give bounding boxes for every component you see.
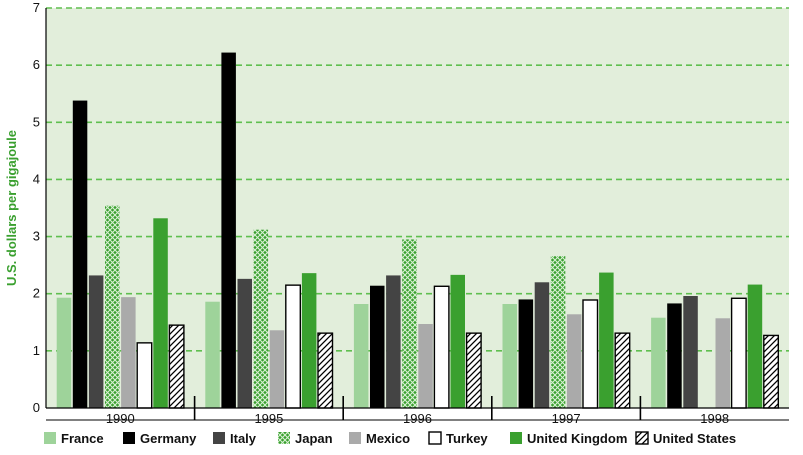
bar-united-states-1995 [317, 332, 334, 409]
legend-label: Mexico [366, 431, 410, 446]
y-tick-label: 0 [33, 400, 40, 415]
y-tick-label: 3 [33, 229, 40, 244]
bar-united-kingdom-1998 [747, 284, 763, 408]
legend-item: Turkey [428, 431, 488, 446]
legend-label: Germany [140, 431, 197, 446]
bar-germany-1990 [72, 100, 88, 409]
bar-germany-1995 [221, 52, 236, 408]
legend-label: United States [653, 431, 736, 446]
bar-united-kingdom-1995 [301, 273, 317, 408]
bar-united-kingdom-1997 [599, 272, 614, 408]
bar-italy-1998 [683, 296, 698, 408]
bar-mexico-1995 [269, 330, 285, 408]
bar-united-kingdom-1990 [153, 218, 168, 408]
legend-label: United Kingdom [527, 431, 627, 446]
bar-italy-1997 [534, 282, 550, 408]
y-tick-label: 7 [33, 0, 40, 15]
bar-mexico-1990 [121, 297, 136, 408]
bar-france-1998 [651, 317, 666, 408]
y-tick-label: 6 [33, 57, 40, 72]
bar-turkey-1990 [136, 342, 153, 409]
bar-italy-1995 [237, 278, 252, 408]
bar-japan-1997 [550, 256, 566, 408]
legend-item: Germany [123, 431, 197, 446]
x-tick-label: 1995 [254, 411, 283, 426]
legend-swatch [510, 432, 522, 444]
legend-item: United Kingdom [510, 431, 627, 446]
bar-germany-1997 [518, 299, 534, 408]
legend-item: Italy [213, 431, 257, 446]
bar-france-1997 [502, 304, 517, 408]
legend-swatch [278, 432, 290, 444]
legend-item: United States [635, 431, 736, 446]
bars [56, 52, 779, 409]
legend-item: France [44, 431, 104, 446]
legend-label: Italy [230, 431, 257, 446]
y-tick-label: 1 [33, 343, 40, 358]
legend: France Germany Italy Japan Mexico Turkey Unite… [44, 431, 736, 446]
y-tick-labels: 0 1 2 3 4 5 6 7 [33, 0, 40, 415]
legend-swatch [635, 431, 649, 445]
bar-united-states-1990 [168, 324, 185, 409]
bar-turkey-1998 [730, 297, 747, 409]
bar-mexico-1996 [418, 324, 433, 408]
legend-swatch [44, 432, 56, 444]
bar-japan-1990 [105, 205, 120, 408]
legend-item: Japan [278, 431, 333, 446]
legend-swatch [123, 432, 135, 444]
y-axis-label: U.S. dollars per gigajoule [4, 130, 19, 286]
bar-japan-1996 [402, 239, 417, 408]
x-tick-label: 1990 [106, 411, 135, 426]
bar-united-states-1998 [763, 334, 779, 409]
bar-united-states-1996 [465, 332, 482, 409]
y-tick-label: 2 [33, 286, 40, 301]
bar-turkey-1995 [285, 284, 301, 409]
legend-swatch [428, 431, 442, 445]
legend-label: Turkey [446, 431, 488, 446]
legend-label: Japan [295, 431, 333, 446]
bar-turkey-1997 [582, 299, 599, 409]
bar-france-1990 [56, 297, 72, 408]
bar-france-1996 [353, 304, 369, 408]
x-tick-labels: 1990 1995 1996 1997 1998 [106, 411, 729, 426]
legend-swatch [349, 432, 361, 444]
bar-germany-1996 [370, 285, 385, 408]
x-tick-label: 1996 [403, 411, 432, 426]
bar-mexico-1998 [715, 318, 730, 408]
bar-united-states-1997 [614, 332, 631, 409]
x-tick-label: 1997 [552, 411, 581, 426]
y-tick-label: 5 [33, 114, 40, 129]
bar-turkey-1996 [433, 285, 450, 409]
bar-japan-1995 [253, 229, 269, 408]
legend-label: France [61, 431, 104, 446]
axes [45, 8, 789, 421]
bar-italy-1996 [386, 275, 401, 408]
bar-united-kingdom-1996 [450, 274, 465, 408]
bar-mexico-1997 [566, 314, 582, 408]
y-tick-label: 4 [33, 171, 40, 186]
bar-germany-1998 [667, 303, 682, 408]
bar-italy-1990 [88, 275, 104, 408]
legend-swatch [213, 432, 225, 444]
x-tick-label: 1998 [700, 411, 729, 426]
bar-france-1995 [205, 301, 220, 408]
legend-item: Mexico [349, 431, 410, 446]
